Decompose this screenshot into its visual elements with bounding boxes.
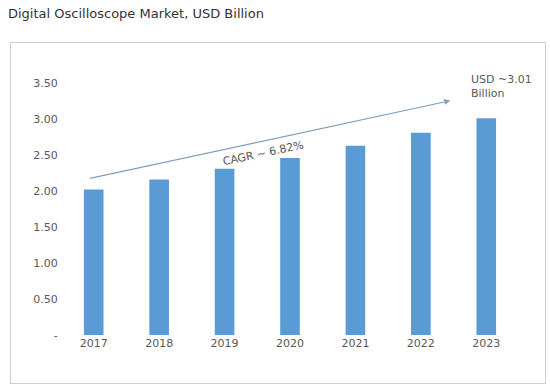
svg-text:2.50: 2.50 (33, 149, 58, 162)
svg-text:2017: 2017 (80, 337, 108, 350)
svg-text:2023: 2023 (472, 337, 500, 350)
svg-text:-: - (54, 329, 58, 342)
svg-text:2022: 2022 (407, 337, 435, 350)
svg-text:CAGR ~ 6.82%: CAGR ~ 6.82% (222, 138, 305, 168)
svg-text:0.50: 0.50 (33, 293, 58, 306)
svg-text:USD ~3.01Billion: USD ~3.01Billion (471, 73, 532, 100)
svg-text:1.00: 1.00 (33, 257, 58, 270)
svg-text:2019: 2019 (211, 337, 239, 350)
svg-text:2018: 2018 (145, 337, 173, 350)
svg-text:3.50: 3.50 (33, 77, 58, 90)
svg-text:2020: 2020 (276, 337, 304, 350)
svg-text:3.00: 3.00 (33, 113, 58, 126)
svg-text:2.00: 2.00 (33, 185, 58, 198)
html-text:Digital Oscilloscope Market, U: Digital Oscilloscope Market, USD Billion (8, 6, 264, 21)
svg-text:2021: 2021 (341, 337, 369, 350)
svg-text:1.50: 1.50 (33, 221, 58, 234)
